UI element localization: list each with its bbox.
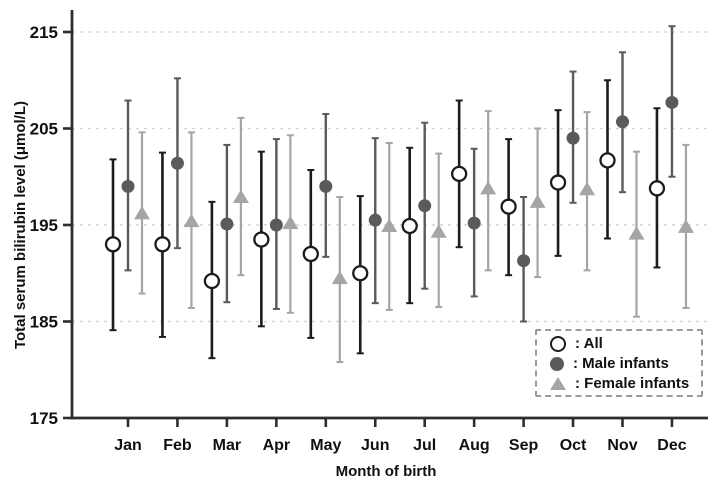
y-tick-label: 205 [30,120,58,139]
marker-open-circle [450,165,468,183]
open-circle-icon [550,335,566,352]
legend-label-male-infants: : Male infants [573,355,669,372]
marker-open-circle [104,236,122,253]
x-tick-label: Jun [361,437,389,454]
marker-filled-circle [121,179,135,193]
marker-open-circle [154,236,171,253]
x-tick-label: Jul [413,437,436,454]
marker-filled-triangle [480,180,497,195]
y-axis-title: Total serum bilirubin level (μmol/L) [12,100,29,350]
marker-open-circle [352,265,369,282]
marker-filled-circle [220,217,234,231]
series-all [104,79,666,360]
marker-filled-circle [566,131,580,145]
x-tick-label: Oct [560,437,587,454]
x-axis-title: Month of birth [335,463,437,480]
marker-open-circle [599,152,616,169]
marker-open-circle [500,198,517,215]
marker-filled-circle [319,179,333,193]
marker-filled-circle [616,115,629,129]
marker-filled-triangle [282,215,299,230]
x-tick-label: May [310,437,341,454]
x-tick-label: Aug [459,437,490,454]
marker-filled-triangle [579,181,596,196]
marker-open-circle [401,217,418,235]
marker-filled-circle [418,199,432,213]
marker-filled-circle [517,254,531,268]
marker-open-circle [203,272,221,290]
marker-filled-circle [269,218,283,232]
marker-filled-triangle [381,218,398,232]
marker-filled-triangle [677,219,694,233]
marker-filled-circle [665,95,679,109]
x-tick-label: Feb [163,437,192,454]
marker-filled-triangle [628,226,645,240]
marker-filled-circle [467,216,481,230]
filled-triangle-icon [550,376,566,390]
x-tick-label: Sep [509,437,539,454]
marker-open-circle [253,231,270,248]
y-tick-label: 215 [30,23,58,42]
x-tick-label: Jan [114,437,142,454]
filled-circle-icon [550,356,564,371]
y-tick-label: 185 [30,313,58,332]
legend-item-female-infants: : Female infants [550,376,701,391]
legend-item-male-infants: : Male infants [550,356,701,371]
marker-open-circle [302,245,319,263]
marker-filled-circle [170,156,184,170]
x-tick-label: Dec [657,437,686,454]
x-tick-label: Apr [263,437,291,454]
x-tick-label: Mar [213,437,241,454]
marker-filled-circle [368,213,382,227]
legend-label-female-infants: : Female infants [575,374,690,392]
legend-item-all: : All [550,335,701,352]
marker-filled-triangle [232,189,249,204]
marker-filled-triangle [430,224,447,238]
x-tick-label: Nov [607,437,637,454]
marker-filled-triangle [331,270,348,285]
y-tick-label: 195 [30,216,58,235]
marker-filled-triangle [183,213,200,228]
marker-filled-triangle [134,205,150,220]
series-male-infants [121,25,679,323]
marker-filled-triangle [529,194,546,208]
legend: : All : Male infants : Female infants [535,329,703,397]
legend-label-all: : All [575,335,603,352]
series-female-infants [134,110,694,364]
y-tick-label: 175 [30,409,58,428]
marker-open-circle [648,180,666,197]
marker-open-circle [549,174,567,191]
